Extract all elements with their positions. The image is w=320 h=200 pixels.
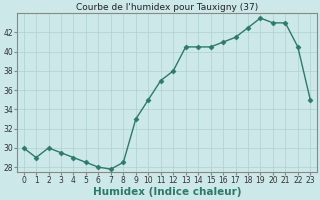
Title: Courbe de l'humidex pour Tauxigny (37): Courbe de l'humidex pour Tauxigny (37) [76, 3, 258, 12]
X-axis label: Humidex (Indice chaleur): Humidex (Indice chaleur) [93, 187, 241, 197]
